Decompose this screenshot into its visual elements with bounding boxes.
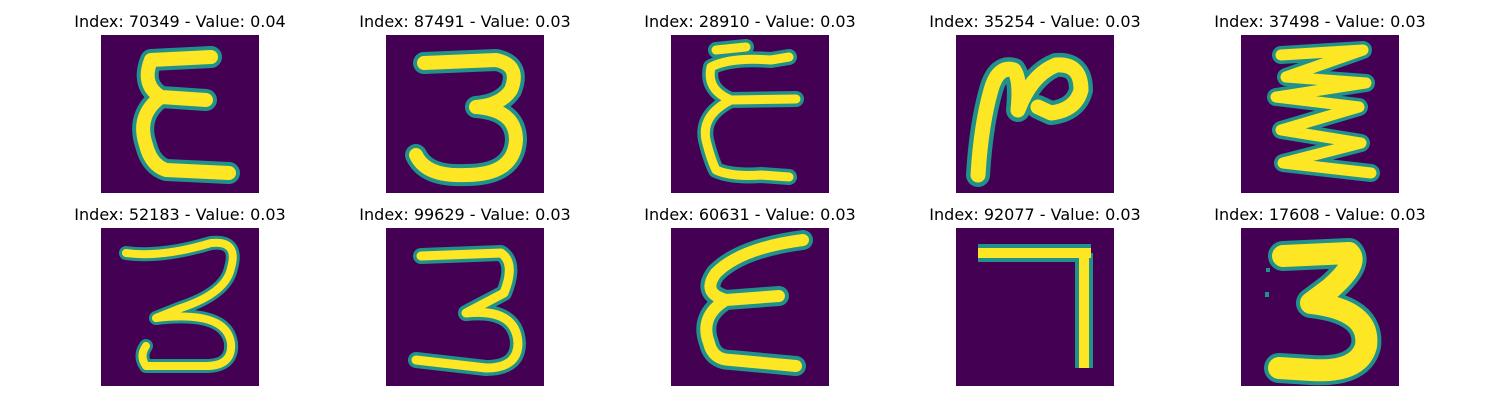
panel-8: Index: 60631 - Value: 0.03: [640, 205, 890, 386]
digit-image: [1241, 35, 1399, 193]
panel-title: Index: 37498 - Value: 0.03: [1214, 12, 1426, 31]
panel-title: Index: 35254 - Value: 0.03: [929, 12, 1141, 31]
panel-5: Index: 37498 - Value: 0.03: [1210, 12, 1460, 193]
digit-three-bold-icon: [1241, 228, 1399, 386]
digit-image: [101, 35, 259, 193]
digit-image: [101, 228, 259, 386]
digit-image: [956, 228, 1114, 386]
panel-title: Index: 60631 - Value: 0.03: [644, 205, 856, 224]
panel-title: Index: 92077 - Value: 0.03: [929, 205, 1141, 224]
panel-title: Index: 99629 - Value: 0.03: [359, 205, 571, 224]
panel-title: Index: 17608 - Value: 0.03: [1214, 205, 1426, 224]
panel-3: Index: 28910 - Value: 0.03: [640, 12, 890, 193]
panel-title: Index: 70349 - Value: 0.04: [74, 12, 286, 31]
panel-title: Index: 52183 - Value: 0.03: [74, 205, 286, 224]
digit-seven-icon: [956, 228, 1114, 386]
digit-image: [956, 35, 1114, 193]
panel-9: Index: 92077 - Value: 0.03: [925, 205, 1175, 386]
panel-6: Index: 52183 - Value: 0.03: [70, 205, 320, 386]
panel-2: Index: 87491 - Value: 0.03: [355, 12, 605, 193]
digit-image: [671, 35, 829, 193]
digit-image: [1241, 228, 1399, 386]
panel-title: Index: 87491 - Value: 0.03: [359, 12, 571, 31]
digit-image: [671, 228, 829, 386]
digit-e-shape-icon: [101, 35, 259, 193]
panel-7: Index: 99629 - Value: 0.03: [355, 205, 605, 386]
panel-title: Index: 28910 - Value: 0.03: [644, 12, 856, 31]
digit-three-thin-icon: [101, 228, 259, 386]
digit-n-shape-icon: [956, 35, 1114, 193]
digit-e-shape-icon: [671, 228, 829, 386]
digit-image: [386, 228, 544, 386]
digit-e-shape-thin-icon: [671, 35, 829, 193]
digit-image: [386, 35, 544, 193]
digit-three-icon: [386, 228, 544, 386]
digit-zigzag-icon: [1241, 35, 1399, 193]
panel-4: Index: 35254 - Value: 0.03: [925, 12, 1175, 193]
panel-1: Index: 70349 - Value: 0.04: [70, 12, 320, 193]
digit-three-icon: [386, 35, 544, 193]
panel-10: Index: 17608 - Value: 0.03: [1210, 205, 1460, 386]
